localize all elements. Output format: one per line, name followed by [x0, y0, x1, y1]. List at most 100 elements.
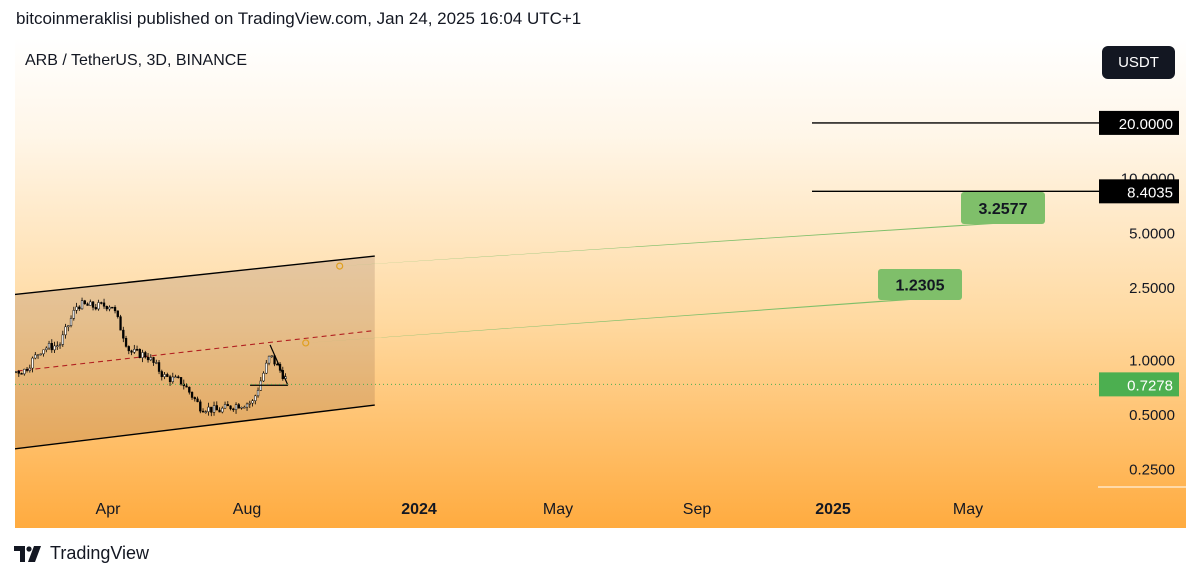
candle-body — [237, 404, 240, 409]
candle-body — [185, 385, 188, 388]
y-tick-label: 1.0000 — [1129, 352, 1175, 369]
target-callout-0[interactable] — [961, 192, 1045, 224]
candle-body — [226, 404, 229, 407]
candle-body — [34, 354, 37, 359]
candle-body — [124, 338, 128, 347]
candle-body — [17, 371, 20, 374]
candle-body — [215, 405, 218, 411]
candle-body — [20, 373, 23, 375]
candle-body — [31, 357, 34, 369]
candle-body — [160, 371, 163, 377]
candle-body — [276, 363, 279, 366]
candle-body — [212, 405, 216, 413]
candle-body — [100, 302, 103, 304]
candle-body — [119, 316, 122, 331]
candle-body — [168, 376, 172, 382]
candle-body — [218, 409, 221, 413]
target-label-0: 3.2577 — [979, 201, 1028, 218]
triangle-upper-line[interactable] — [269, 344, 289, 386]
price-chart[interactable]: 20.000010.00005.00002.50001.00000.50000.… — [15, 38, 1186, 528]
candle-body — [223, 404, 227, 409]
candle-body — [251, 400, 254, 404]
candle-body — [245, 403, 249, 408]
level-badge-1: 8.4035 — [1127, 184, 1173, 201]
candle-body — [42, 349, 45, 355]
chart-panel[interactable]: 20.000010.00005.00002.50001.00000.50000.… — [15, 38, 1186, 528]
candle-body — [190, 392, 194, 398]
candle-body — [102, 302, 106, 307]
candle-body — [89, 301, 92, 306]
candle-body — [221, 407, 224, 413]
candle-body — [201, 410, 205, 413]
candle-body — [267, 355, 271, 364]
candle-body — [53, 345, 56, 351]
candle-body — [262, 372, 265, 382]
footer: TradingView — [14, 543, 149, 564]
candle-body — [28, 367, 31, 371]
candle-body — [240, 407, 243, 409]
target-point-0 — [336, 262, 344, 270]
candle-body — [25, 368, 29, 371]
candle-body — [196, 398, 199, 403]
target-callout-1[interactable] — [878, 269, 962, 300]
candle-body — [232, 408, 235, 411]
candle-body — [45, 347, 48, 351]
x-tick-label: 2024 — [401, 501, 437, 518]
candle-body — [15, 371, 18, 373]
symbol-title: ARB / TetherUS, 3D, BINANCE — [25, 52, 247, 69]
currency-button[interactable]: USDT — [1102, 46, 1175, 79]
candle-body — [75, 306, 78, 311]
candle-body — [83, 300, 86, 305]
candle-body — [47, 343, 51, 349]
candle-body — [111, 306, 114, 309]
y-tick-label: 2.5000 — [1129, 280, 1175, 297]
candle-body — [61, 334, 64, 345]
level-badge-0: 20.0000 — [1119, 116, 1173, 133]
level-badge-1-bg — [1099, 179, 1179, 204]
candle-body — [116, 310, 119, 317]
candle-body — [56, 345, 59, 347]
publish-info: bitcoinmeraklisi published on TradingVie… — [16, 9, 582, 28]
candle-body — [72, 310, 75, 319]
target-point-1 — [302, 339, 310, 347]
x-tick-label: 2025 — [815, 501, 851, 518]
candle-body — [174, 376, 177, 379]
candle-body — [69, 318, 73, 326]
channel-fill — [15, 256, 375, 449]
candle-body — [248, 402, 251, 405]
candle-body — [127, 346, 130, 352]
candle-body — [270, 355, 273, 357]
candle-body — [94, 307, 97, 310]
candle-body — [256, 390, 260, 397]
candle-body — [229, 405, 232, 410]
channel-lower-line[interactable] — [15, 404, 375, 463]
tradingview-logo-icon — [14, 545, 41, 562]
channel-upper-line[interactable] — [15, 255, 375, 307]
candle-body — [80, 300, 84, 310]
candle-body — [130, 350, 133, 353]
target-pointer-0 — [339, 224, 993, 267]
tradingview-brand: TradingView — [50, 543, 150, 563]
candle-body — [23, 368, 26, 375]
channel-midline[interactable] — [15, 329, 375, 385]
candle-body — [188, 386, 191, 393]
target-pointer-1 — [305, 300, 910, 343]
candle-body — [193, 397, 196, 400]
y-tick-label: 5.0000 — [1129, 225, 1175, 242]
target-label-1: 1.2305 — [896, 278, 945, 295]
candle-body — [135, 348, 139, 351]
candle-body — [78, 306, 81, 310]
candle-body — [64, 326, 67, 336]
candle-body — [234, 404, 238, 410]
candle-body — [133, 348, 136, 353]
candle-body — [113, 307, 117, 312]
candle-body — [210, 406, 213, 413]
x-tick-label: May — [953, 501, 983, 518]
candle-body — [265, 362, 268, 374]
candle-body — [207, 406, 210, 412]
level-badge-0-bg — [1099, 110, 1179, 135]
x-tick-label: May — [543, 501, 573, 518]
candle-body — [177, 376, 180, 379]
candle-body — [146, 356, 150, 361]
y-tick-label: 0.5000 — [1129, 407, 1175, 424]
